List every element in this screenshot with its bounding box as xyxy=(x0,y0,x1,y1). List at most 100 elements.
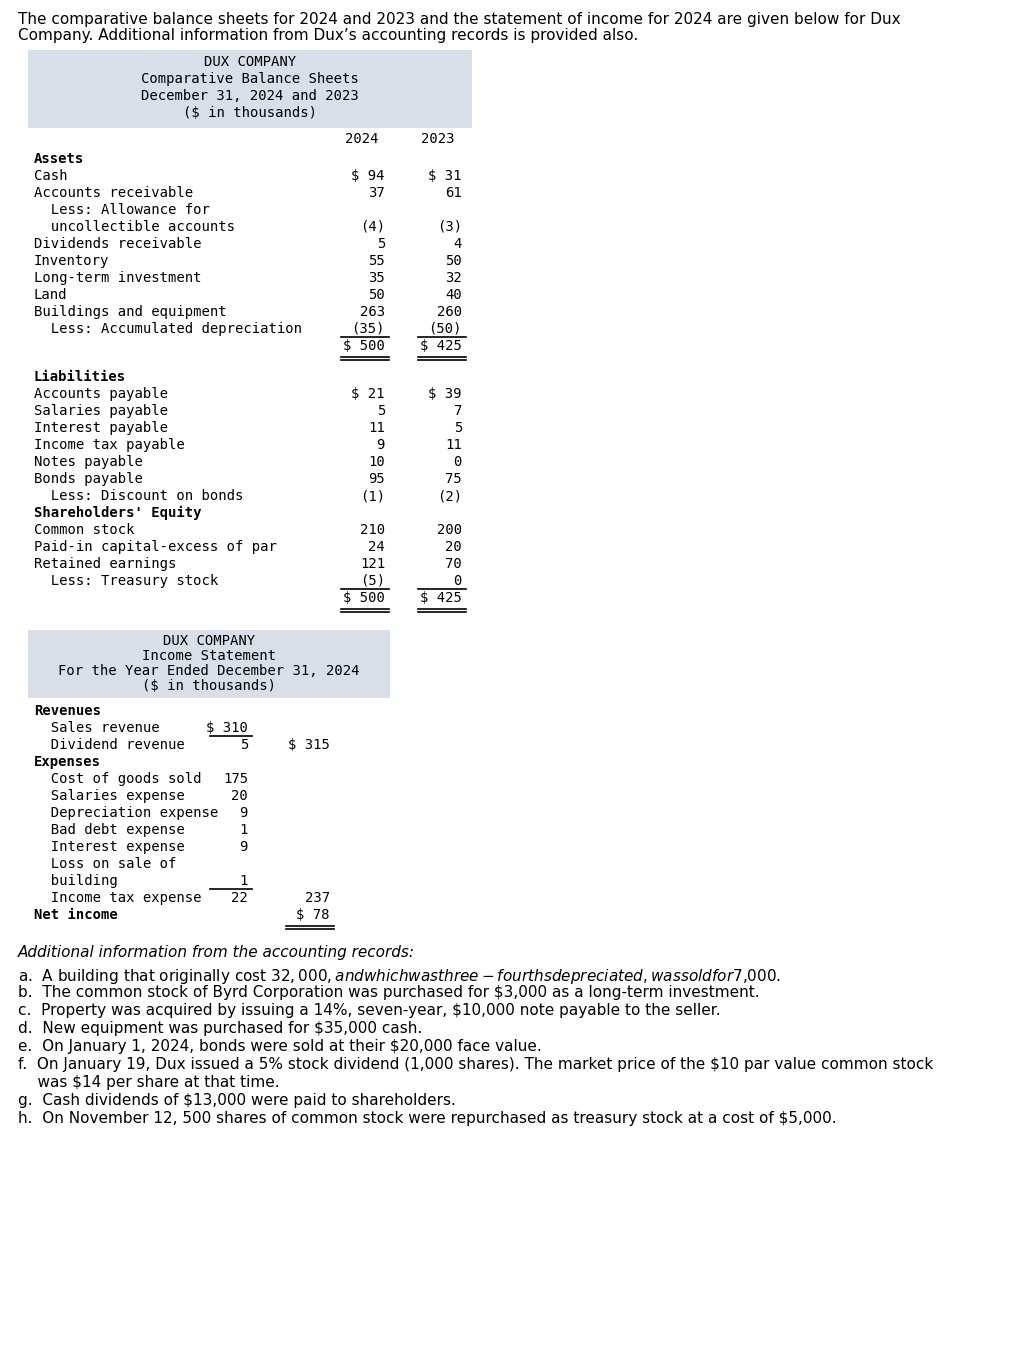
Text: 1: 1 xyxy=(239,823,248,837)
Text: Sales revenue: Sales revenue xyxy=(34,720,159,735)
Text: 175: 175 xyxy=(223,772,248,787)
Text: 9: 9 xyxy=(239,839,248,854)
Text: 0: 0 xyxy=(453,574,462,588)
Text: Less: Accumulated depreciation: Less: Accumulated depreciation xyxy=(34,322,302,336)
Text: Depreciation expense: Depreciation expense xyxy=(34,806,218,821)
Text: Liabilities: Liabilities xyxy=(34,370,126,385)
Text: Salaries expense: Salaries expense xyxy=(34,789,184,803)
Text: Income tax expense: Income tax expense xyxy=(34,891,202,904)
Text: b.  The common stock of Byrd Corporation was purchased for $3,000 as a long-term: b. The common stock of Byrd Corporation … xyxy=(18,984,759,1001)
Text: 4: 4 xyxy=(453,237,462,250)
Text: 5: 5 xyxy=(376,403,384,418)
Text: (1): (1) xyxy=(360,489,384,502)
Text: 2023: 2023 xyxy=(421,131,454,146)
Text: $ 500: $ 500 xyxy=(342,590,384,605)
Text: f.  On January 19, Dux issued a 5% stock dividend (1,000 shares). The market pri: f. On January 19, Dux issued a 5% stock … xyxy=(18,1057,932,1072)
Text: The comparative balance sheets for 2024 and 2023 and the statement of income for: The comparative balance sheets for 2024 … xyxy=(18,12,900,27)
Bar xyxy=(28,630,389,699)
Text: h.  On November 12, 500 shares of common stock were repurchased as treasury stoc: h. On November 12, 500 shares of common … xyxy=(18,1112,836,1127)
Text: $ 315: $ 315 xyxy=(287,738,330,751)
Text: 5: 5 xyxy=(453,421,462,435)
Text: was $14 per share at that time.: was $14 per share at that time. xyxy=(18,1075,279,1090)
Text: Less: Discount on bonds: Less: Discount on bonds xyxy=(34,489,244,502)
Text: For the Year Ended December 31, 2024: For the Year Ended December 31, 2024 xyxy=(58,663,360,678)
Text: ($ in thousands): ($ in thousands) xyxy=(182,106,317,121)
Text: Shareholders' Equity: Shareholders' Equity xyxy=(34,506,202,520)
Text: $ 78: $ 78 xyxy=(297,909,330,922)
Text: Long-term investment: Long-term investment xyxy=(34,271,202,284)
Text: $ 425: $ 425 xyxy=(420,338,462,353)
Text: (50): (50) xyxy=(428,322,462,336)
Text: 1: 1 xyxy=(239,873,248,888)
Text: Net income: Net income xyxy=(34,909,117,922)
Text: Less: Treasury stock: Less: Treasury stock xyxy=(34,574,218,588)
Text: Less: Allowance for: Less: Allowance for xyxy=(34,203,210,217)
Text: Notes payable: Notes payable xyxy=(34,455,143,468)
Text: Accounts receivable: Accounts receivable xyxy=(34,185,193,200)
Text: 95: 95 xyxy=(368,473,384,486)
Text: Common stock: Common stock xyxy=(34,523,135,538)
Text: building: building xyxy=(34,873,117,888)
Text: d.  New equipment was purchased for $35,000 cash.: d. New equipment was purchased for $35,0… xyxy=(18,1021,422,1036)
Text: a.  A building that originally cost $32,000, and which was three-fourths depreci: a. A building that originally cost $32,0… xyxy=(18,967,781,986)
Text: Salaries payable: Salaries payable xyxy=(34,403,168,418)
Text: 50: 50 xyxy=(368,288,384,302)
Text: Inventory: Inventory xyxy=(34,255,109,268)
Text: 35: 35 xyxy=(368,271,384,284)
Text: $ 310: $ 310 xyxy=(206,720,248,735)
Text: 11: 11 xyxy=(368,421,384,435)
Text: Accounts payable: Accounts payable xyxy=(34,387,168,401)
Text: 2024: 2024 xyxy=(344,131,378,146)
Text: g.  Cash dividends of $13,000 were paid to shareholders.: g. Cash dividends of $13,000 were paid t… xyxy=(18,1093,455,1108)
Text: Buildings and equipment: Buildings and equipment xyxy=(34,305,226,320)
Text: 24: 24 xyxy=(368,540,384,554)
Bar xyxy=(28,50,472,129)
Text: 70: 70 xyxy=(445,556,462,571)
Text: 40: 40 xyxy=(445,288,462,302)
Text: (3): (3) xyxy=(436,219,462,234)
Text: 210: 210 xyxy=(360,523,384,538)
Text: ($ in thousands): ($ in thousands) xyxy=(142,678,276,693)
Text: Paid-in capital-excess of par: Paid-in capital-excess of par xyxy=(34,540,276,554)
Text: 50: 50 xyxy=(445,255,462,268)
Text: 32: 32 xyxy=(445,271,462,284)
Text: $ 39: $ 39 xyxy=(428,387,462,401)
Text: Additional information from the accounting records:: Additional information from the accounti… xyxy=(18,945,415,960)
Text: 20: 20 xyxy=(445,540,462,554)
Text: 237: 237 xyxy=(305,891,330,904)
Text: 5: 5 xyxy=(239,738,248,751)
Text: Interest expense: Interest expense xyxy=(34,839,184,854)
Text: 10: 10 xyxy=(368,455,384,468)
Text: 75: 75 xyxy=(445,473,462,486)
Text: (5): (5) xyxy=(360,574,384,588)
Text: Bad debt expense: Bad debt expense xyxy=(34,823,184,837)
Text: DUX COMPANY: DUX COMPANY xyxy=(163,634,255,649)
Text: Assets: Assets xyxy=(34,152,85,167)
Text: Retained earnings: Retained earnings xyxy=(34,556,176,571)
Text: $ 425: $ 425 xyxy=(420,590,462,605)
Text: 22: 22 xyxy=(231,891,248,904)
Text: Cost of goods sold: Cost of goods sold xyxy=(34,772,202,787)
Text: Interest payable: Interest payable xyxy=(34,421,168,435)
Text: Dividends receivable: Dividends receivable xyxy=(34,237,202,250)
Text: 11: 11 xyxy=(445,437,462,452)
Text: Revenues: Revenues xyxy=(34,704,101,718)
Text: $ 94: $ 94 xyxy=(352,169,384,183)
Text: 263: 263 xyxy=(360,305,384,320)
Text: e.  On January 1, 2024, bonds were sold at their $20,000 face value.: e. On January 1, 2024, bonds were sold a… xyxy=(18,1039,541,1053)
Text: 37: 37 xyxy=(368,185,384,200)
Text: 121: 121 xyxy=(360,556,384,571)
Text: 0: 0 xyxy=(453,455,462,468)
Text: 200: 200 xyxy=(436,523,462,538)
Text: 20: 20 xyxy=(231,789,248,803)
Text: (2): (2) xyxy=(436,489,462,502)
Text: Comparative Balance Sheets: Comparative Balance Sheets xyxy=(141,72,359,87)
Text: 9: 9 xyxy=(239,806,248,821)
Text: Cash: Cash xyxy=(34,169,67,183)
Text: Bonds payable: Bonds payable xyxy=(34,473,143,486)
Text: 5: 5 xyxy=(376,237,384,250)
Text: $ 500: $ 500 xyxy=(342,338,384,353)
Text: (4): (4) xyxy=(360,219,384,234)
Text: $ 31: $ 31 xyxy=(428,169,462,183)
Text: Expenses: Expenses xyxy=(34,756,101,769)
